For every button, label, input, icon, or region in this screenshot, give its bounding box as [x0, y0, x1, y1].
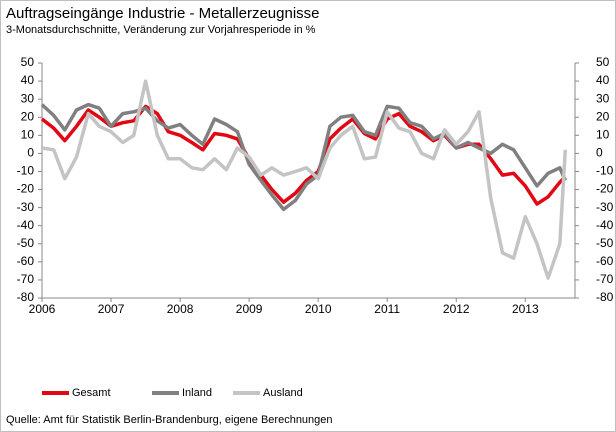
y-tick-label: 50: [21, 55, 35, 69]
y-tick-label: 20: [21, 109, 35, 123]
y-tick-label: 30: [21, 91, 35, 105]
source: Quelle: Amt für Statistik Berlin-Branden…: [6, 414, 333, 426]
y-tick-label: 40: [21, 73, 35, 87]
y-tick-label: -80: [17, 290, 35, 304]
chart-title: Auftragseingänge Industrie - Metallerzeu…: [6, 5, 320, 22]
y-tick-label: -40: [17, 218, 35, 232]
y-tick-label: 0: [27, 146, 34, 160]
y2-tick-label: -80: [596, 290, 614, 304]
x-tick-label: 2006: [29, 302, 56, 316]
y-tick-label: -50: [17, 236, 35, 250]
x-tick-label: 2008: [167, 302, 194, 316]
y-tick-label: -60: [17, 254, 35, 268]
x-tick-label: 2010: [305, 302, 332, 316]
y2-tick-label: -50: [596, 236, 614, 250]
y2-tick-label: -70: [596, 272, 614, 286]
x-tick-label: 2013: [512, 302, 539, 316]
y2-tick-label: 30: [596, 91, 610, 105]
y2-tick-label: -40: [596, 218, 614, 232]
y-tick-label: -70: [17, 272, 35, 286]
y2-tick-label: 50: [596, 55, 610, 69]
y-tick-label: -30: [17, 200, 35, 214]
legend-label: Ausland: [263, 387, 303, 399]
chart-subtitle: 3-Monatsdurchschnitte, Veränderung zur V…: [6, 24, 316, 36]
y2-tick-label: 10: [596, 127, 610, 141]
legend-label: Gesamt: [72, 387, 111, 399]
y-tick-label: -20: [17, 182, 35, 196]
y-tick-label: 10: [21, 127, 35, 141]
legend-label: Inland: [182, 387, 212, 399]
y2-tick-label: -60: [596, 254, 614, 268]
y2-tick-label: -30: [596, 200, 614, 214]
x-tick-label: 2007: [98, 302, 125, 316]
y2-tick-label: 40: [596, 73, 610, 87]
x-tick-label: 2012: [443, 302, 470, 316]
y-tick-label: -10: [17, 164, 35, 178]
x-tick-label: 2011: [374, 302, 400, 316]
y2-tick-label: -10: [596, 164, 614, 178]
y2-tick-label: -20: [596, 182, 614, 196]
series-line: [41, 79, 568, 280]
y2-tick-label: 0: [596, 146, 603, 160]
x-tick-label: 2009: [236, 302, 263, 316]
y2-tick-label: 20: [596, 109, 610, 123]
